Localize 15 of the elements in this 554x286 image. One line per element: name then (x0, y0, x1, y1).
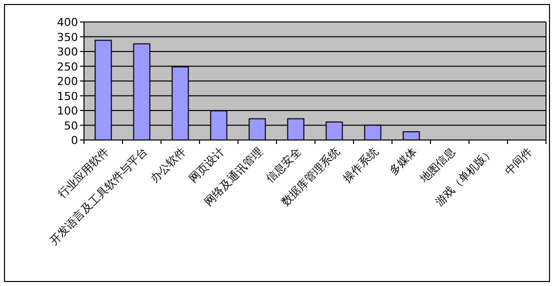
y-tick-label: 200 (57, 75, 78, 88)
y-tick-label: 250 (57, 60, 78, 74)
y-tick-label: 150 (57, 90, 78, 103)
y-tick-label: 50 (64, 119, 78, 132)
x-tick-label: 中间件 (502, 144, 535, 178)
x-tick-label: 多媒体 (386, 144, 420, 178)
y-tick-label: 300 (57, 46, 78, 58)
y-tick-label: 0 (71, 134, 78, 147)
bar (402, 131, 420, 140)
y-tick-label: 400 (57, 16, 78, 29)
y-tick-label: 100 (57, 104, 78, 118)
y-tick-label: 350 (57, 30, 78, 44)
x-tick-label: 地图信息 (416, 144, 458, 186)
x-tick-label: 操作系统 (340, 144, 381, 186)
x-tick-label: 办公软件 (148, 144, 188, 186)
